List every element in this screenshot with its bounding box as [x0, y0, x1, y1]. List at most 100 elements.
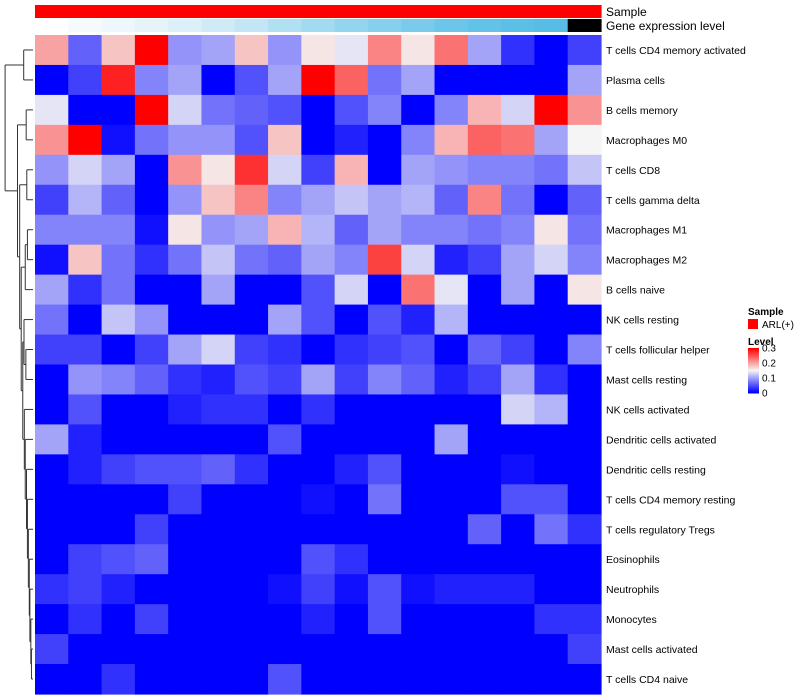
annotation-cell	[168, 33, 203, 35]
row-label: T cells CD4 naive	[606, 674, 688, 686]
heatmap-cell	[201, 394, 236, 426]
row-label: T cells CD4 memory activated	[606, 45, 746, 57]
heatmap-cell	[134, 184, 169, 216]
heatmap-cell	[268, 154, 302, 186]
heatmap-cell	[301, 544, 336, 575]
annotation-cell	[501, 33, 536, 35]
heatmap-cell	[201, 664, 236, 695]
heatmap-cell	[367, 304, 402, 336]
legend-gradient-step	[748, 360, 759, 362]
heatmap-cell	[567, 124, 602, 156]
row-label: Neutrophils	[606, 584, 659, 596]
heatmap-cell	[301, 244, 336, 276]
heatmap-cell	[134, 364, 169, 396]
legend-gradient-step	[748, 386, 759, 388]
heatmap-cell	[268, 664, 302, 695]
heatmap-cell	[434, 514, 469, 545]
heatmap-cell	[301, 514, 336, 545]
heatmap-cell	[534, 424, 569, 455]
heatmap-cell	[367, 244, 402, 276]
heatmap-cell	[334, 124, 369, 156]
annotation-cell	[134, 5, 169, 18]
heatmap-cell	[68, 184, 103, 216]
annotation-cell	[534, 5, 569, 18]
heatmap-cell	[268, 304, 302, 336]
heatmap-cell	[401, 94, 436, 126]
heatmap-cell	[434, 274, 469, 306]
annotation-cell	[367, 5, 402, 18]
heatmap-cell	[134, 94, 169, 126]
heatmap-cell	[35, 424, 69, 455]
heatmap-cell	[567, 664, 602, 695]
annotation-cell	[501, 5, 536, 18]
heatmap-cell	[234, 544, 269, 575]
annotation-cell	[35, 5, 69, 18]
legend-tick-label: 0.1	[762, 374, 776, 385]
legend-gradient-step	[748, 385, 759, 387]
heatmap-cell	[101, 154, 136, 186]
annotation-cell	[334, 19, 369, 32]
legend-gradient-step	[748, 388, 759, 390]
heatmap-cell	[168, 424, 203, 455]
heatmap-cell	[301, 35, 336, 66]
heatmap-cell	[501, 244, 536, 276]
heatmap-cell	[101, 454, 136, 485]
heatmap-cell	[168, 94, 203, 126]
heatmap-cell	[401, 454, 436, 485]
heatmap-cell	[201, 64, 236, 96]
annotation-cell	[301, 19, 336, 32]
heatmap-cell	[334, 664, 369, 695]
heatmap-cell	[68, 94, 103, 126]
annotation-label: Gene expression level	[606, 19, 725, 33]
heatmap-cell	[101, 544, 136, 575]
heatmap-cell	[401, 364, 436, 396]
heatmap-cell	[101, 364, 136, 396]
heatmap-cell	[567, 35, 602, 66]
heatmap-cell	[334, 454, 369, 485]
heatmap-cell	[534, 334, 569, 366]
row-label: T cells CD4 memory resting	[606, 494, 735, 506]
heatmap-cell	[367, 184, 402, 216]
heatmap-cell	[367, 94, 402, 126]
heatmap-cell	[234, 35, 269, 66]
row-label: NK cells resting	[606, 315, 679, 327]
heatmap-cell	[168, 634, 203, 665]
row-label: Macrophages M1	[606, 225, 687, 237]
heatmap-cell	[401, 334, 436, 366]
row-label: T cells regulatory Tregs	[606, 524, 715, 536]
heatmap-cell	[168, 334, 203, 366]
heatmap-cell	[101, 124, 136, 156]
heatmap-cell	[567, 634, 602, 665]
heatmap-cell	[534, 274, 569, 306]
heatmap-cell	[35, 634, 69, 665]
heatmap-cell	[501, 64, 536, 96]
legend-gradient-step	[748, 375, 759, 377]
heatmap-cell	[301, 304, 336, 336]
heatmap-cell	[501, 604, 536, 635]
annotation-cell	[567, 5, 602, 18]
heatmap-cell	[68, 394, 103, 426]
heatmap-cell	[401, 244, 436, 276]
heatmap-cell	[401, 184, 436, 216]
legend-level-title: Level	[748, 337, 774, 348]
heatmap-cell	[234, 304, 269, 336]
heatmap-cell	[35, 304, 69, 336]
heatmap-cell	[134, 634, 169, 665]
heatmap-cell	[434, 35, 469, 66]
annotation-cell	[334, 5, 369, 18]
heatmap-cell	[501, 304, 536, 336]
annotation-cell	[35, 19, 69, 32]
legend-gradient-step	[748, 392, 759, 394]
legend-gradient-step	[748, 348, 759, 350]
heatmap-cell	[401, 424, 436, 455]
legend-gradient-step	[748, 358, 759, 360]
heatmap-cell	[467, 244, 502, 276]
legend-gradient-step	[748, 382, 759, 384]
heatmap-cell	[467, 514, 502, 545]
heatmap-cell	[168, 184, 203, 216]
heatmap-cell	[301, 364, 336, 396]
heatmap-cell	[334, 94, 369, 126]
heatmap-cell	[134, 604, 169, 635]
row-label: Macrophages M2	[606, 255, 687, 267]
heatmap-cell	[301, 454, 336, 485]
